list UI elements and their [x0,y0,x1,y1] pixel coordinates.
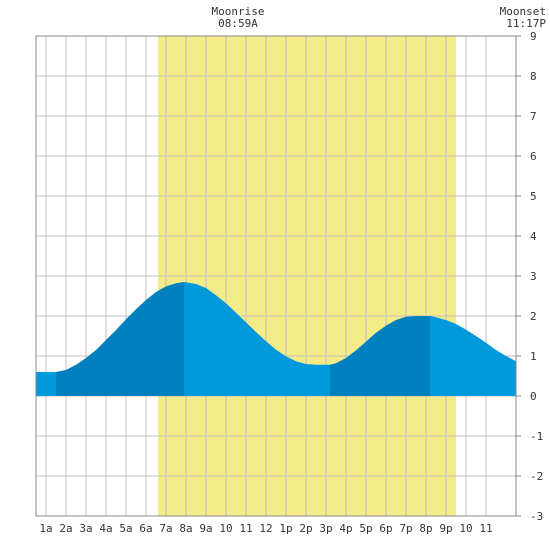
moonrise-label: Moonrise [211,5,265,18]
x-tick-label: 9a [199,522,212,535]
x-tick-label: 1a [39,522,52,535]
y-tick-label: 6 [530,150,537,163]
y-tick-label: -3 [530,510,543,523]
falling-tide-area [184,282,330,396]
y-tick-label: 2 [530,310,537,323]
x-tick-label: 10 [459,522,472,535]
x-tick-label: 4p [339,522,352,535]
moonset-annotation: Moonset 11:17P [480,6,550,30]
x-tick-label: 10 [219,522,232,535]
y-tick-label: 7 [530,110,537,123]
rising-tide-area [330,316,430,396]
y-tick-label: 3 [530,270,537,283]
y-tick-label: 8 [530,70,537,83]
y-tick-label: 1 [530,350,537,363]
x-tick-label: 4a [99,522,112,535]
x-tick-label: 6p [379,522,392,535]
x-tick-label: 3a [79,522,92,535]
x-tick-label: 8a [179,522,192,535]
x-tick-label: 5a [119,522,132,535]
moonset-label: Moonset [499,5,546,18]
y-tick-label: -1 [530,430,543,443]
x-tick-label: 7a [159,522,172,535]
x-tick-label: 11 [479,522,492,535]
x-tick-label: 8p [419,522,432,535]
x-tick-label: 3p [319,522,332,535]
y-tick-label: -2 [530,470,543,483]
falling-tide-area [36,372,56,396]
moonrise-annotation: Moonrise 08:59A [198,6,278,30]
falling-tide-area [430,316,516,396]
y-tick-label: 9 [530,30,537,43]
y-tick-label: 4 [530,230,537,243]
x-tick-label: 9p [439,522,452,535]
x-tick-label: 2a [59,522,72,535]
y-tick-label: 0 [530,390,537,403]
x-tick-label: 1p [279,522,292,535]
x-tick-label: 11 [239,522,252,535]
moonrise-time: 08:59A [218,17,258,30]
y-tick-label: 5 [530,190,537,203]
x-tick-label: 2p [299,522,312,535]
rising-tide-area [56,282,184,396]
x-tick-label: 6a [139,522,152,535]
x-tick-label: 12 [259,522,272,535]
moonset-time: 11:17P [506,17,546,30]
x-tick-label: 5p [359,522,372,535]
x-tick-label: 7p [399,522,412,535]
